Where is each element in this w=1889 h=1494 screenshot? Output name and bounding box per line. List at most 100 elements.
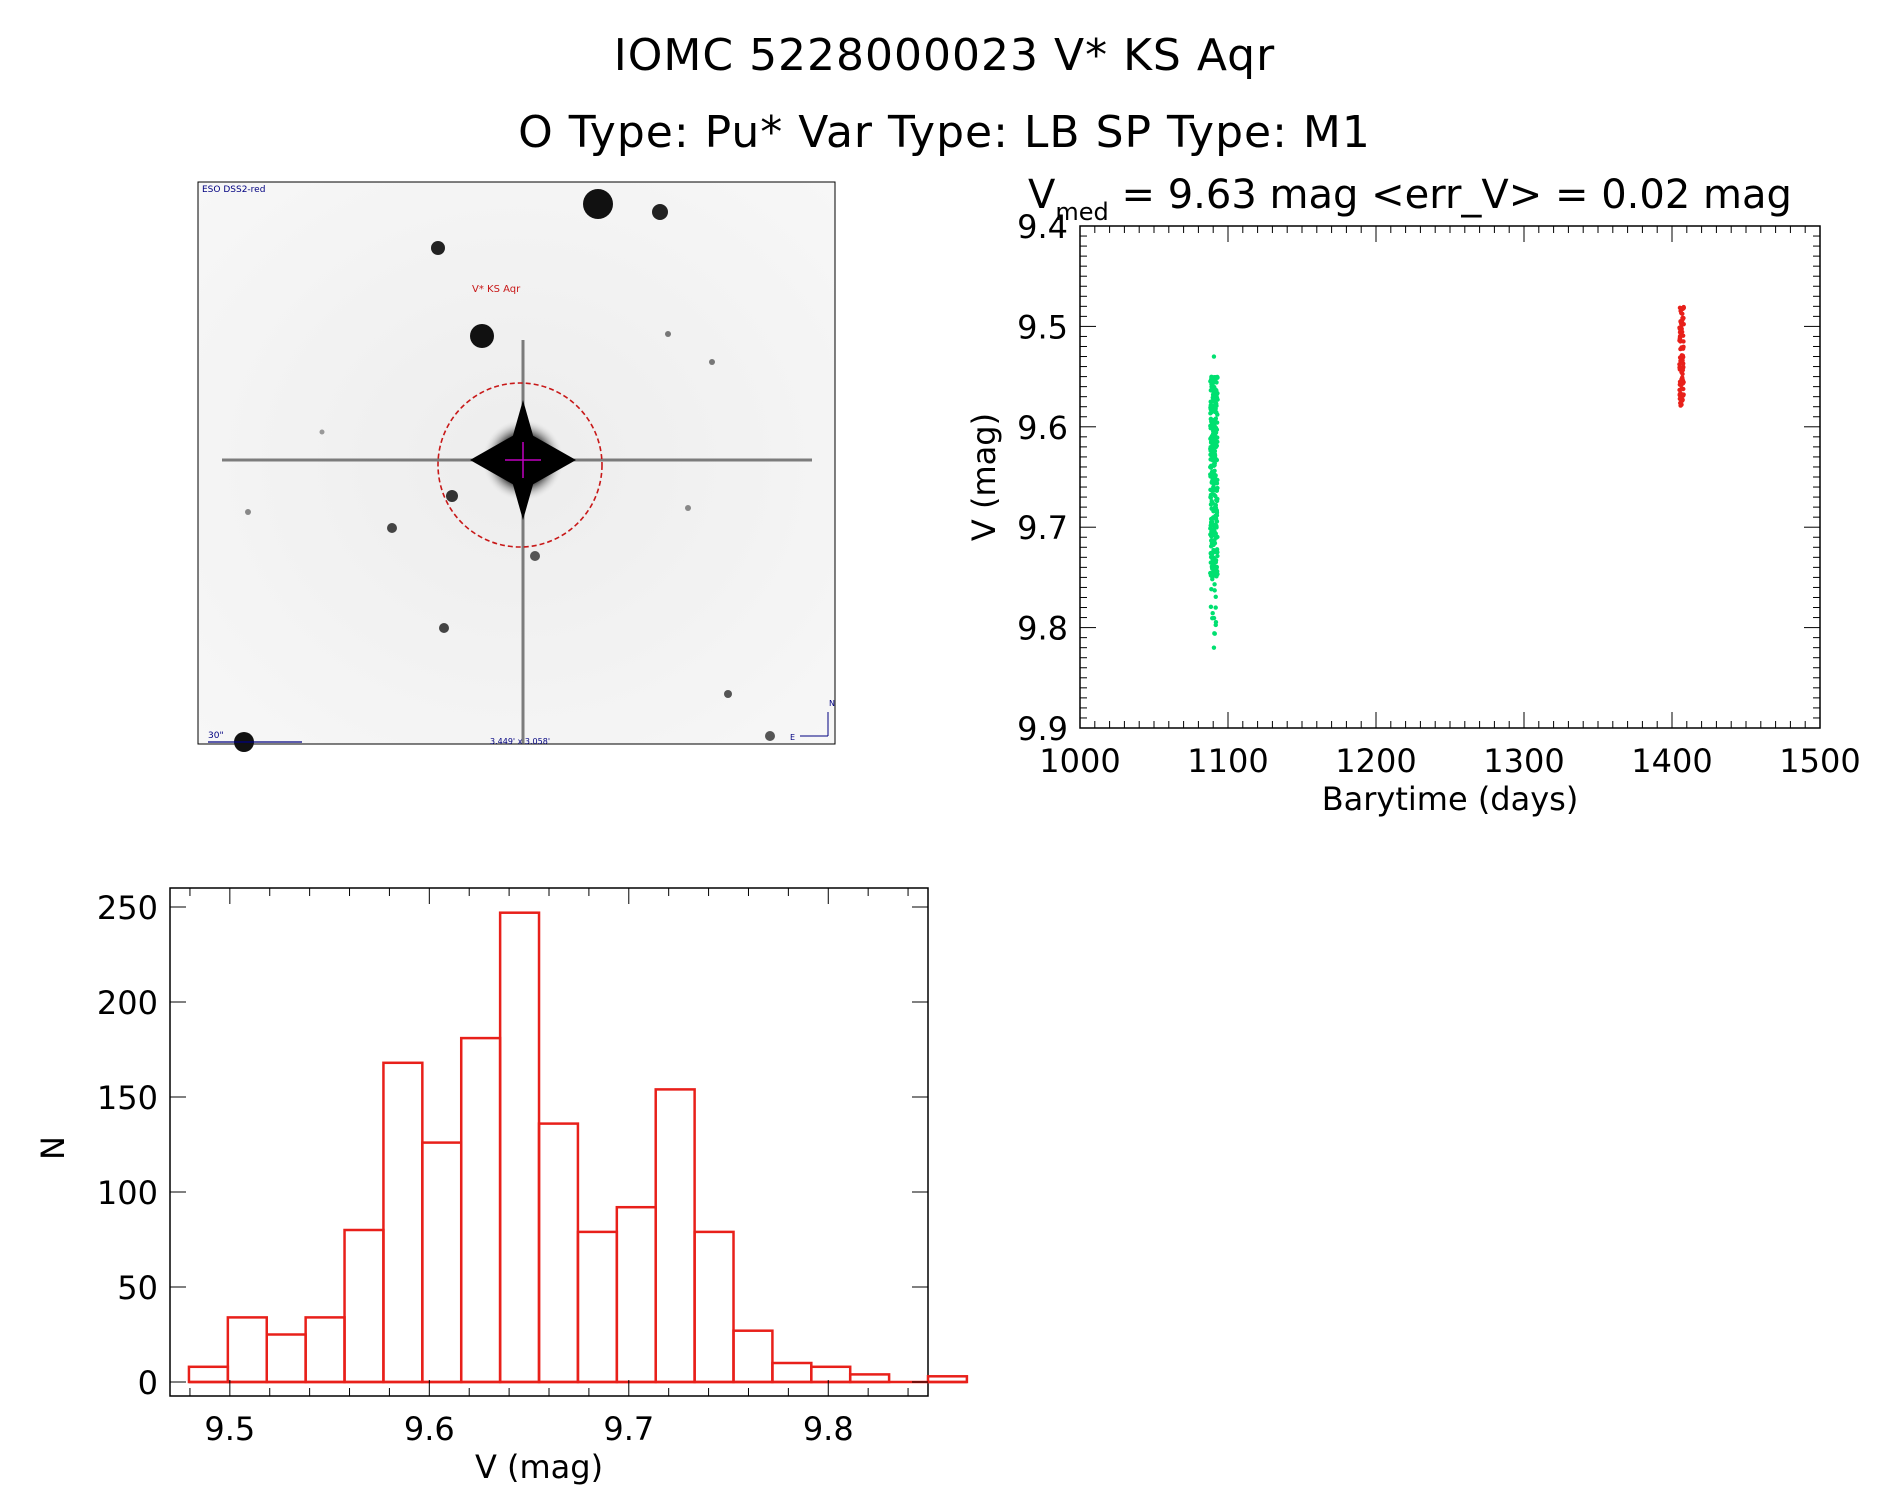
x-tick-label: 1300 <box>1483 742 1564 780</box>
y-axis-label: V (mag) <box>965 413 1003 541</box>
light-curve-point <box>1209 586 1214 592</box>
compass-north-label: N <box>829 699 835 708</box>
light-curve-point <box>1209 498 1214 504</box>
field-star <box>470 324 494 348</box>
x-tick-label: 1100 <box>1187 742 1268 780</box>
light-curve-point <box>1215 553 1220 559</box>
x-tick-label: 1000 <box>1039 742 1120 780</box>
light-curve-point <box>1679 386 1684 391</box>
light-curve-point <box>1209 403 1215 409</box>
field-star <box>387 523 397 533</box>
light-curve-point <box>1212 549 1218 555</box>
light-curve-point <box>1211 462 1216 468</box>
light-curve-point <box>1208 487 1213 493</box>
light-curve-point <box>1212 477 1217 483</box>
light-curve-point <box>1677 362 1682 367</box>
light-curve-point <box>1214 565 1219 571</box>
light-curve-point <box>1211 354 1217 359</box>
histogram-bar <box>421 1141 463 1384</box>
field-star <box>530 551 540 561</box>
light-curve-plot: 1000 1100 1200 1300 1400 1500 9.4 9.5 9.6 9.7 9.8 9… <box>965 208 1861 818</box>
light-curve-point <box>1211 645 1217 650</box>
x-tick-label: 1200 <box>1335 742 1416 780</box>
y-axis-label: N <box>34 1136 72 1160</box>
light-curve-point <box>1681 339 1686 344</box>
chart-title: IOMC 5228000023 V* KS Aqr <box>613 30 1276 81</box>
light-curve-point <box>1678 400 1683 406</box>
histogram-bar <box>187 1365 230 1384</box>
survey-label: ESO DSS2-red <box>202 185 265 195</box>
histogram-bar <box>615 1205 657 1384</box>
light-curve-point <box>1678 346 1683 352</box>
light-curve-point <box>1209 564 1215 569</box>
y-tick-label: 150 <box>97 1079 158 1117</box>
light-curve-point <box>1680 381 1686 386</box>
y-tick-label: 50 <box>117 1269 158 1307</box>
light-curve-point <box>1210 399 1215 404</box>
light-curve-point <box>1213 622 1218 628</box>
light-curve-point <box>1214 535 1219 540</box>
light-curve-panel: Vmed = 9.63 mag <err_V> = 0.02 mag 1000 1… <box>965 172 1861 818</box>
chart-subtitle-types: O Type: Pu* Var Type: LB SP Type: M1 <box>518 107 1371 158</box>
light-curve-point <box>1212 631 1217 636</box>
light-curve-point <box>1209 519 1215 524</box>
plot-frame <box>1079 225 1821 729</box>
histogram-bar <box>226 1316 268 1384</box>
light-curve-point <box>1208 495 1214 500</box>
light-curve-point <box>1680 367 1686 373</box>
light-curve-point <box>1213 605 1218 610</box>
light-curve-point <box>1212 525 1217 530</box>
scale-bar-label: 30" <box>208 731 224 741</box>
light-curve-point <box>1209 386 1215 391</box>
histogram-bar <box>576 1230 619 1384</box>
light-curve-point <box>1208 410 1214 415</box>
light-curve-point <box>1208 379 1213 384</box>
light-curve-subtitle: Vmed = 9.63 mag <err_V> = 0.02 mag <box>1028 172 1792 226</box>
light-curve-point <box>1215 571 1220 577</box>
field-star <box>765 731 775 741</box>
x-tick-label: 9.6 <box>404 1410 455 1448</box>
light-curve-point <box>1680 315 1685 321</box>
light-curve-point <box>1677 326 1682 331</box>
light-curve-point <box>1213 493 1218 499</box>
plot-frame <box>169 887 929 1397</box>
light-curve-point <box>1213 444 1219 450</box>
histogram-panel: 9.5 9.6 9.7 9.8 0 50 100 150 200 250 V (mag) N <box>34 887 969 1486</box>
y-tick-label: 9.8 <box>1017 610 1068 648</box>
subtitle-rest: = 9.63 mag <err_V> = 0.02 mag <box>1109 172 1792 218</box>
light-curve-point <box>1208 544 1214 549</box>
field-star <box>724 690 732 698</box>
histogram-plot: 9.5 9.6 9.7 9.8 0 50 100 150 200 250 V (mag) N <box>34 887 969 1486</box>
x-tick-label: 1400 <box>1631 742 1712 780</box>
y-tick-label: 250 <box>97 889 158 927</box>
field-star <box>665 331 671 337</box>
light-curve-point <box>1213 401 1219 406</box>
light-curve-point <box>1213 516 1218 521</box>
field-star <box>709 359 715 365</box>
light-curve-point <box>1210 424 1216 430</box>
light-curve-point <box>1208 445 1214 450</box>
histogram-bar <box>693 1230 735 1384</box>
light-curve-point <box>1210 615 1215 621</box>
light-curve-point <box>1213 416 1219 421</box>
light-curve-point <box>1211 481 1216 487</box>
light-curve-point <box>1210 576 1215 582</box>
histogram-bar <box>810 1365 852 1384</box>
histogram-bar <box>382 1061 424 1384</box>
histogram-bar <box>265 1333 307 1384</box>
light-curve-point <box>1677 365 1682 370</box>
y-tick-label: 100 <box>97 1174 158 1212</box>
x-axis-label: Barytime (days) <box>1322 780 1579 818</box>
light-curve-point <box>1212 558 1218 564</box>
field-star <box>319 429 325 435</box>
field-star <box>685 505 691 511</box>
light-curve-point <box>1678 395 1683 400</box>
compass-east-label: E <box>790 733 795 742</box>
light-curve-point <box>1208 436 1214 442</box>
histogram-bar <box>343 1228 385 1384</box>
light-curve-point <box>1212 582 1217 587</box>
histogram-bar <box>654 1088 696 1384</box>
target-name-label: V* KS Aqr <box>472 284 521 295</box>
light-curve-point <box>1212 448 1218 454</box>
